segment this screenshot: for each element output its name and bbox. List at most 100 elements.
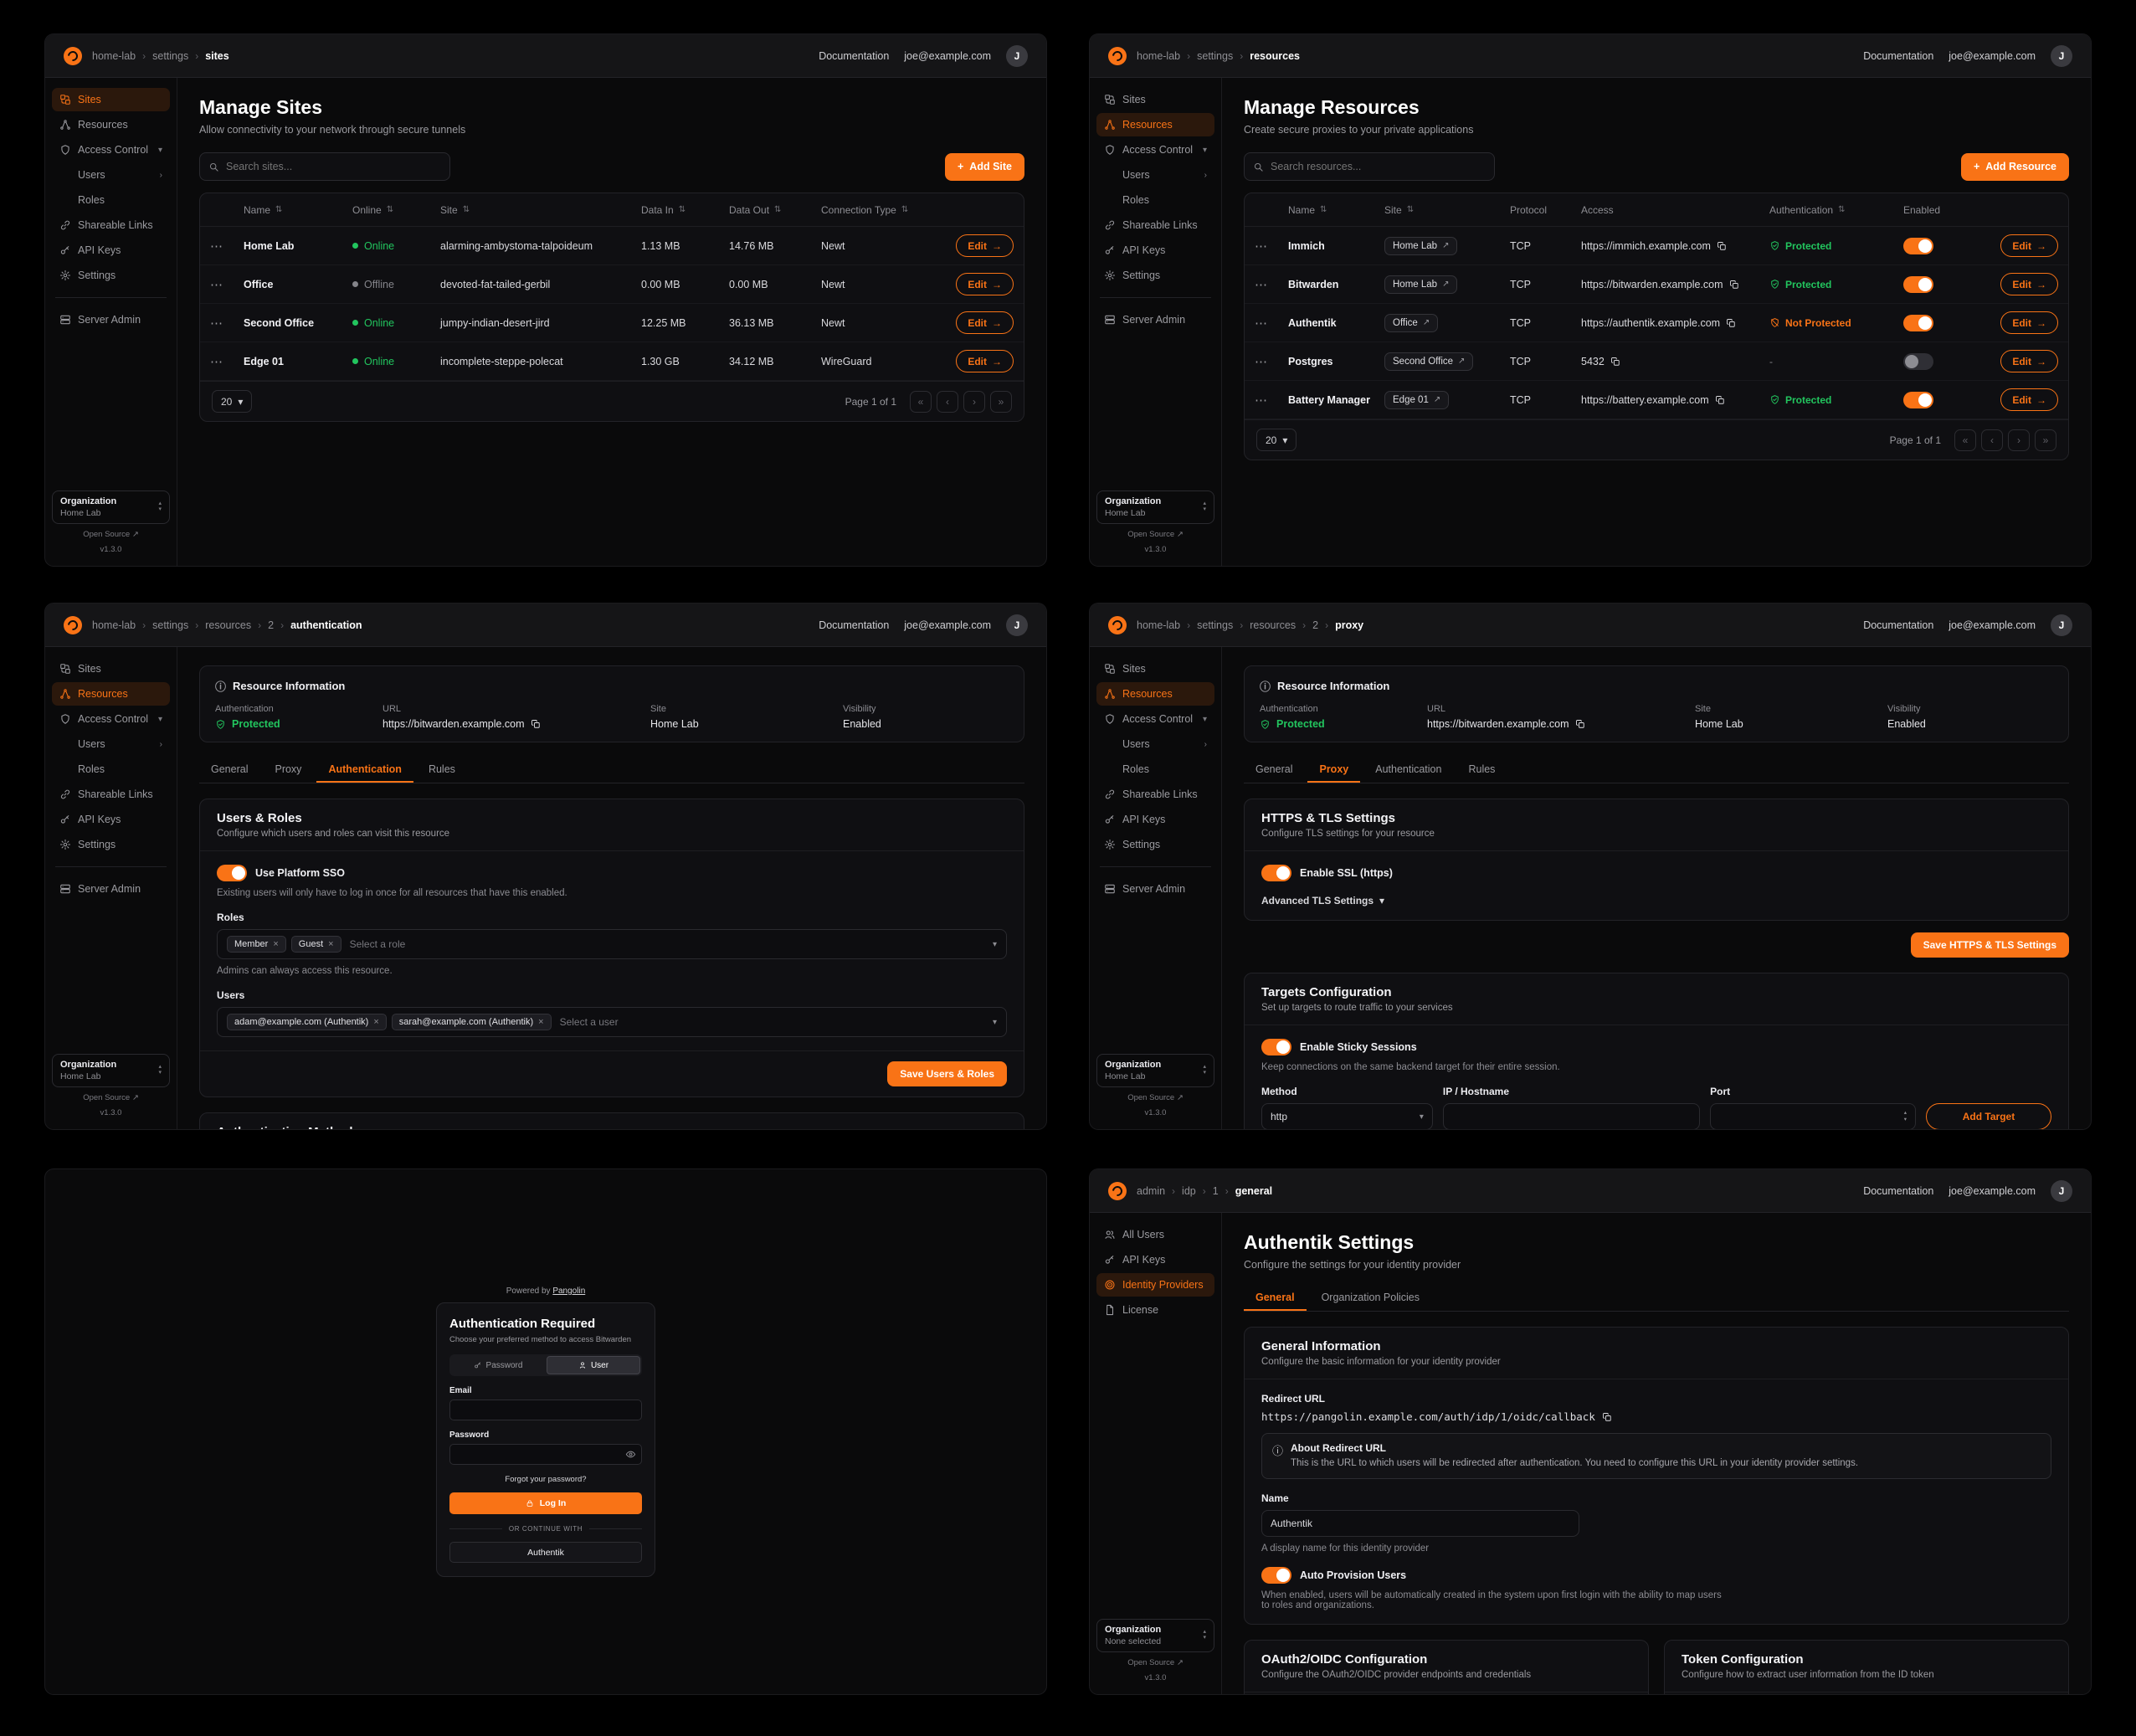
authentik-sso-button[interactable]: Authentik: [449, 1542, 642, 1563]
breadcrumb-item[interactable]: 1: [1212, 1184, 1219, 1197]
users-multiselect[interactable]: adam@example.com (Authentik) × sarah@exam…: [217, 1007, 1007, 1037]
sidebar-item-server-admin[interactable]: Server Admin: [52, 308, 170, 331]
column-header-online[interactable]: Online ⇅: [352, 203, 394, 216]
row-menu-button[interactable]: ⋯: [210, 316, 230, 331]
tab-authentication[interactable]: Authentication: [316, 756, 413, 783]
page-size-select[interactable]: 20 ▾: [212, 390, 253, 413]
add-resource-button[interactable]: + Add Resource: [1960, 152, 2069, 181]
breadcrumb-item[interactable]: admin: [1137, 1184, 1166, 1197]
advanced-tls-settings-toggle[interactable]: Advanced TLS Settings ▾: [1261, 895, 1385, 907]
sidebar-item-roles[interactable]: Roles: [52, 188, 170, 212]
copy-icon[interactable]: [531, 719, 541, 729]
platform-sso-toggle[interactable]: [217, 865, 247, 881]
edit-button[interactable]: Edit →: [2000, 311, 2058, 334]
sidebar-item-settings[interactable]: Settings: [1096, 264, 1214, 287]
sidebar-item-resources[interactable]: Resources: [1096, 113, 1214, 136]
sidebar-item-access-control[interactable]: Access Control ▾: [1096, 707, 1214, 731]
breadcrumb-item[interactable]: 2: [268, 619, 275, 631]
sidebar-item-access-control[interactable]: Access Control ▾: [52, 138, 170, 162]
breadcrumb-item[interactable]: resources: [205, 619, 252, 631]
edit-button[interactable]: Edit →: [2000, 234, 2058, 257]
password-input[interactable]: [449, 1444, 642, 1465]
documentation-link[interactable]: Documentation: [819, 619, 890, 631]
pangolin-logo-icon[interactable]: [1108, 46, 1127, 65]
edit-button[interactable]: Edit →: [956, 273, 1014, 295]
copy-icon[interactable]: [1726, 318, 1736, 328]
page-size-select[interactable]: 20 ▾: [1256, 429, 1297, 451]
sidebar-item-sites[interactable]: Sites: [1096, 88, 1214, 111]
copy-icon[interactable]: [1610, 357, 1620, 367]
enabled-toggle[interactable]: [1903, 391, 1933, 408]
open-source-link[interactable]: Open Source ↗: [1127, 530, 1184, 539]
save-tls-button[interactable]: Save HTTPS & TLS Settings: [1910, 932, 2069, 958]
sidebar-item-server-admin[interactable]: Server Admin: [1096, 308, 1214, 331]
sidebar-item-identity-providers[interactable]: Identity Providers: [1096, 1273, 1214, 1297]
row-menu-button[interactable]: ⋯: [210, 354, 230, 369]
forgot-password-link[interactable]: Forgot your password?: [505, 1475, 587, 1484]
add-target-button[interactable]: Add Target: [1926, 1103, 2051, 1129]
breadcrumb-item[interactable]: resources: [1250, 619, 1296, 631]
sidebar-item-roles[interactable]: Roles: [1096, 758, 1214, 781]
sidebar-item-sites[interactable]: Sites: [1096, 657, 1214, 681]
row-menu-button[interactable]: ⋯: [1255, 316, 1275, 331]
breadcrumb-item[interactable]: settings: [152, 619, 189, 631]
breadcrumb-item[interactable]: home-lab: [92, 619, 136, 631]
breadcrumb-item[interactable]: idp: [1182, 1184, 1196, 1197]
tab-general[interactable]: General: [1244, 1284, 1307, 1311]
sidebar-item-sites[interactable]: Sites: [52, 88, 170, 111]
search-input[interactable]: [226, 161, 441, 172]
edit-button[interactable]: Edit →: [956, 234, 1014, 257]
sidebar-item-shareable-links[interactable]: Shareable Links: [1096, 213, 1214, 237]
open-source-link[interactable]: Open Source ↗: [83, 1093, 139, 1102]
breadcrumb-item[interactable]: settings: [152, 49, 189, 62]
row-menu-button[interactable]: ⋯: [1255, 393, 1275, 408]
row-menu-button[interactable]: ⋯: [210, 239, 230, 254]
sidebar-item-users[interactable]: Users ›: [1096, 732, 1214, 756]
tab-general[interactable]: General: [1255, 763, 1293, 775]
user-email[interactable]: joe@example.com: [1949, 49, 2036, 62]
sidebar-item-server-admin[interactable]: Server Admin: [1096, 877, 1214, 901]
breadcrumb-item-current[interactable]: proxy: [1335, 619, 1364, 631]
tab-proxy[interactable]: Proxy: [1307, 756, 1360, 783]
row-menu-button[interactable]: ⋯: [210, 277, 230, 292]
organization-switcher[interactable]: Organization Home Lab ▴ ▾: [52, 1054, 170, 1087]
breadcrumb-item[interactable]: home-lab: [1137, 49, 1181, 62]
port-input[interactable]: [1719, 1111, 1904, 1122]
last-page-button[interactable]: »: [2035, 429, 2056, 451]
sidebar-item-resources[interactable]: Resources: [52, 682, 170, 706]
pangolin-logo-icon[interactable]: [1108, 1181, 1127, 1200]
enabled-toggle[interactable]: [1903, 352, 1933, 370]
remove-chip-icon[interactable]: ×: [538, 1017, 544, 1027]
tab-authentication[interactable]: Authentication: [1375, 763, 1442, 775]
column-header-site[interactable]: Site ⇅: [440, 203, 470, 216]
enable-ssl-toggle[interactable]: [1261, 865, 1291, 881]
sidebar-item-users[interactable]: Users ›: [52, 732, 170, 756]
organization-switcher[interactable]: Organization Home Lab ▴ ▾: [52, 490, 170, 524]
sidebar-item-access-control[interactable]: Access Control ▾: [1096, 138, 1214, 162]
name-input[interactable]: [1261, 1510, 1579, 1538]
column-header-protocol[interactable]: Protocol: [1510, 203, 1548, 216]
first-page-button[interactable]: «: [910, 390, 932, 413]
site-link-badge[interactable]: Second Office ↗: [1384, 352, 1474, 371]
avatar[interactable]: J: [2051, 614, 2072, 636]
remove-chip-icon[interactable]: ×: [373, 1017, 379, 1027]
sidebar-item-users[interactable]: Users ›: [52, 163, 170, 187]
copy-icon[interactable]: [1717, 241, 1727, 251]
sidebar-item-server-admin[interactable]: Server Admin: [52, 877, 170, 901]
edit-button[interactable]: Edit →: [2000, 350, 2058, 372]
sidebar-item-resources[interactable]: Resources: [1096, 682, 1214, 706]
auto-provision-toggle[interactable]: [1261, 1567, 1291, 1584]
sidebar-item-api-keys[interactable]: API Keys: [1096, 239, 1214, 262]
edit-button[interactable]: Edit →: [956, 311, 1014, 334]
avatar[interactable]: J: [1006, 44, 1028, 67]
documentation-link[interactable]: Documentation: [819, 49, 890, 62]
next-page-button[interactable]: ›: [2008, 429, 2030, 451]
sidebar-item-resources[interactable]: Resources: [52, 113, 170, 136]
sidebar-item-shareable-links[interactable]: Shareable Links: [52, 213, 170, 237]
method-select[interactable]: http ▾: [1261, 1103, 1433, 1129]
sidebar-item-roles[interactable]: Roles: [52, 758, 170, 781]
column-header-authentication[interactable]: Authentication ⇅: [1769, 203, 1846, 216]
copy-icon[interactable]: [1729, 280, 1739, 290]
site-link-badge[interactable]: Home Lab ↗: [1384, 275, 1458, 294]
email-input[interactable]: [449, 1400, 642, 1420]
